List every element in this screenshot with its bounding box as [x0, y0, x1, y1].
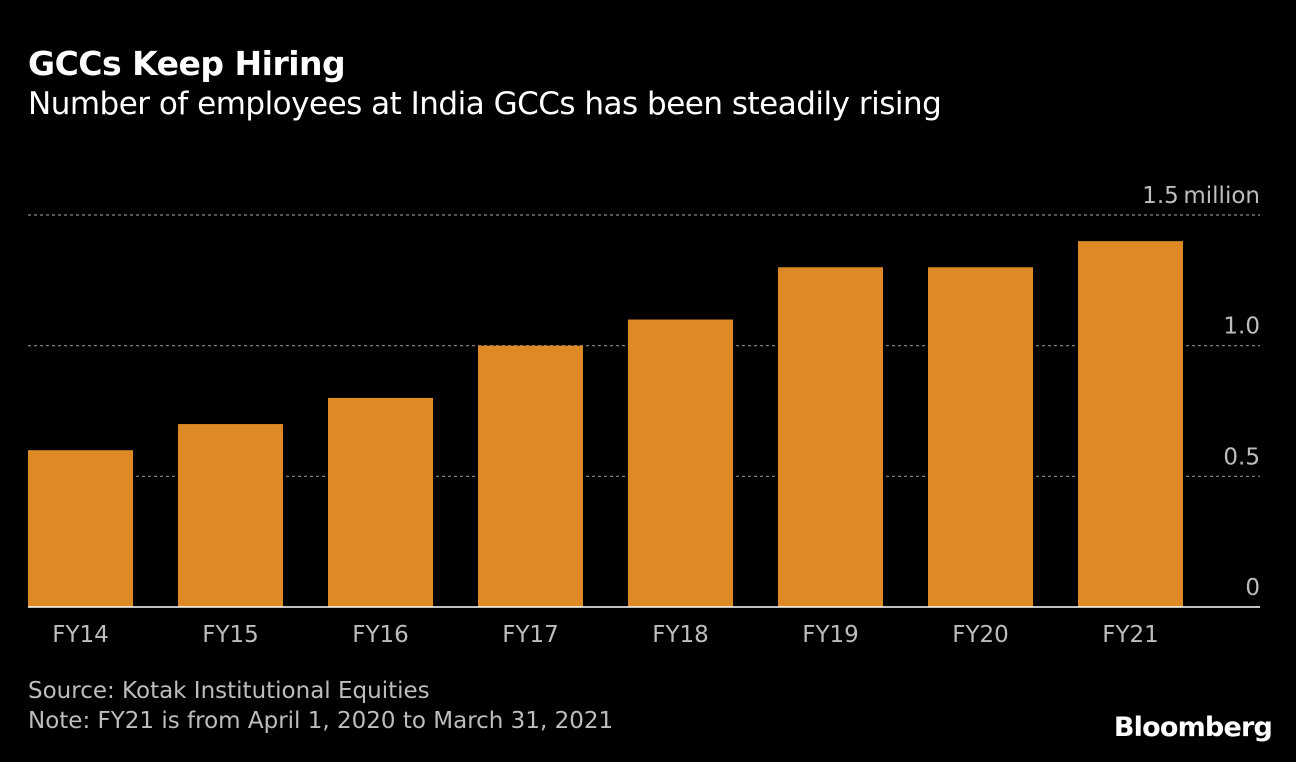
x-tick-label: FY17	[502, 622, 559, 648]
bar-fy16	[328, 397, 433, 607]
y-tick-label: 0	[1245, 575, 1260, 601]
y-tick-label: 0.5	[1223, 444, 1260, 470]
y-tick-label: 1.5 million	[1142, 183, 1260, 209]
source-note: Source: Kotak Institutional Equities	[28, 678, 430, 704]
chart-title: GCCs Keep Hiring	[28, 44, 346, 83]
bar-fy21	[1078, 241, 1183, 607]
x-tick-label: FY20	[952, 622, 1009, 648]
bloomberg-logo: Bloomberg	[1113, 712, 1273, 743]
bar-fy20	[928, 267, 1033, 607]
x-tick-label: FY14	[52, 622, 109, 648]
chart-subtitle: Number of employees at India GCCs has be…	[28, 86, 942, 122]
x-tick-label: FY21	[1102, 622, 1159, 648]
x-tick-label: FY18	[652, 622, 709, 648]
y-tick-label: 1.0	[1223, 314, 1260, 340]
bar-fy18	[628, 319, 733, 607]
bar-fy14	[28, 450, 133, 607]
bar-fy15	[178, 424, 283, 607]
footnote: Note: FY21 is from April 1, 2020 to Marc…	[28, 708, 614, 734]
bar-fy19	[778, 267, 883, 607]
bar-fy17	[478, 345, 583, 607]
x-tick-label: FY16	[352, 622, 409, 648]
x-tick-label: FY15	[202, 622, 259, 648]
x-tick-label: FY19	[802, 622, 859, 648]
